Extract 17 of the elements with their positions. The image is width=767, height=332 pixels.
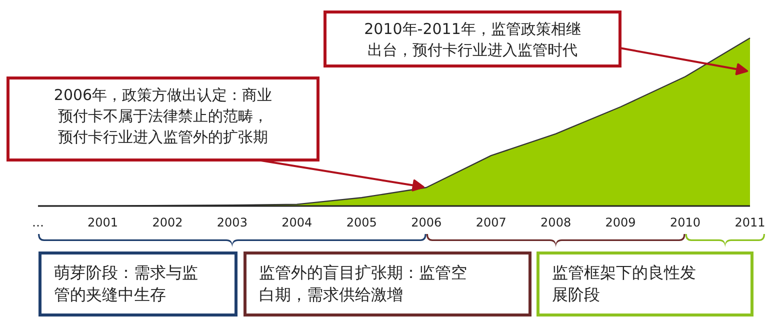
x-tick-label: 2005 <box>346 216 377 230</box>
text: 萌芽阶段：需求与监管的夹缝中生存 <box>54 263 198 304</box>
x-tick-label: 2006 <box>411 216 442 230</box>
x-tick-label: 2002 <box>152 216 183 230</box>
x-tick-label: … <box>32 216 44 230</box>
x-tick-label: 2007 <box>476 216 506 230</box>
x-tick-label: 2003 <box>216 216 248 230</box>
x-tick-label: 2010 <box>670 216 701 230</box>
annotation: 2006年，政策方做出认定：商业预付卡不属于法律禁止的范畴，预付卡行业进入监管外的扩张期 <box>54 86 272 146</box>
text: 监管外的盲目扩张期：监管空白期，需求供给激增 <box>259 263 467 304</box>
x-tick-label: 2004 <box>282 216 312 230</box>
x-tick-label: 2011 <box>734 216 766 230</box>
text: 监管框架下的良性发展阶段 <box>552 263 696 304</box>
x-tick-label: 2009 <box>605 216 636 230</box>
x-tick-label: 2008 <box>540 216 572 230</box>
x-tick-label: 2001 <box>87 216 118 230</box>
annotation: 2010年-2011年，监管政策相继出台，预付卡行业进入监管时代 <box>364 20 581 59</box>
